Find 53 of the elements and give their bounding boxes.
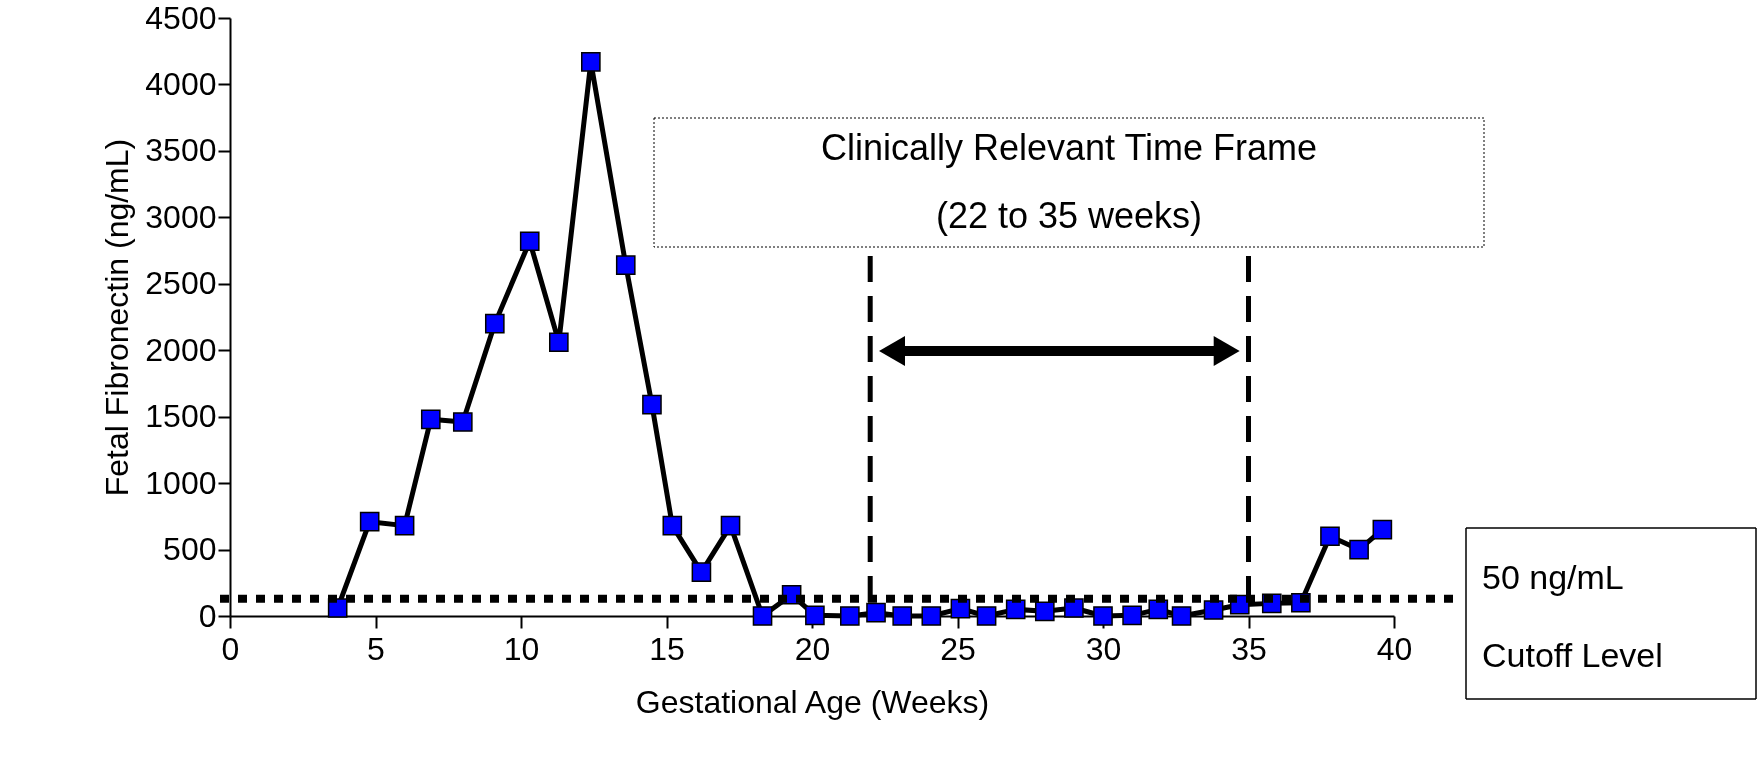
point xyxy=(1148,599,1169,620)
y-tick-label: 2000 xyxy=(145,331,217,368)
x-tick-label: 5 xyxy=(367,630,385,667)
y-tick-label: 3000 xyxy=(145,198,217,235)
point xyxy=(484,313,505,334)
annotation: Clinically Relevant Time Frame (22 to 35 weeks) xyxy=(820,127,1318,236)
ref-line-label: 50 ng/mL Cutoff Level xyxy=(1482,558,1663,674)
point xyxy=(892,606,913,626)
y-tick-label: 1500 xyxy=(145,398,217,435)
point xyxy=(359,511,380,532)
point xyxy=(1171,606,1192,626)
point xyxy=(866,602,886,623)
point xyxy=(1005,599,1026,620)
y-tick-label: 4500 xyxy=(145,0,217,36)
point xyxy=(662,515,683,536)
point xyxy=(805,605,825,626)
point xyxy=(1034,601,1055,622)
point xyxy=(519,231,540,252)
y-tick-label: 3500 xyxy=(145,132,217,169)
x-tick-label: 20 xyxy=(794,630,831,667)
y-tick-label: 2500 xyxy=(145,265,217,302)
point xyxy=(1203,600,1224,620)
point xyxy=(642,394,662,415)
point xyxy=(921,606,942,626)
point xyxy=(840,606,860,626)
x-tick-label: 35 xyxy=(1231,630,1267,667)
point xyxy=(1122,605,1142,626)
point xyxy=(394,515,415,536)
point xyxy=(691,562,712,582)
point xyxy=(452,412,473,432)
y-tick-label: 0 xyxy=(198,597,217,634)
point xyxy=(1093,606,1113,626)
x-axis-title: Gestational Age (Weeks) xyxy=(635,683,990,720)
x-tick-label: 15 xyxy=(649,630,685,667)
y-axis-title: Fetal Fibronectin (ng/mL) xyxy=(99,138,136,497)
point xyxy=(1372,519,1393,540)
y-tick-label: 500 xyxy=(163,531,217,568)
point xyxy=(549,332,569,353)
point xyxy=(1320,526,1340,547)
point xyxy=(615,255,636,276)
point xyxy=(420,409,441,430)
point xyxy=(752,606,773,626)
x-tick-label: 40 xyxy=(1376,630,1413,667)
x-tick-label: 30 xyxy=(1085,630,1122,667)
y-tick-label: 1000 xyxy=(145,464,217,501)
point xyxy=(976,606,997,626)
x-tick-label: 25 xyxy=(940,630,976,667)
point xyxy=(720,515,741,536)
point xyxy=(1349,539,1369,560)
point xyxy=(581,52,601,72)
y-tick-label: 4000 xyxy=(145,65,217,102)
x-tick-label: 10 xyxy=(503,630,540,667)
x-tick-label: 0 xyxy=(221,630,240,667)
